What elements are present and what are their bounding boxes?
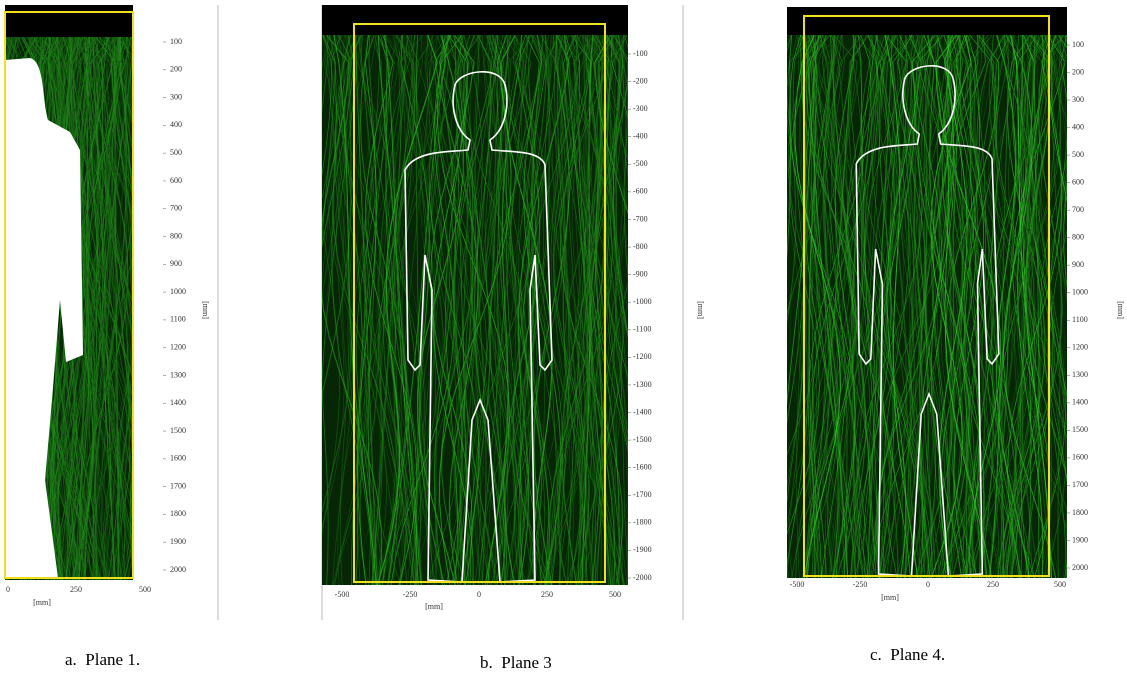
flow-image: [0, 5, 192, 580]
y-tick-label: -1600: [633, 463, 652, 472]
y-tick-label: -900: [633, 269, 648, 278]
y-tick-label: 100: [1072, 40, 1084, 49]
x-tick-label: 500: [1054, 580, 1066, 589]
black-band: [5, 5, 133, 37]
y-tick-label: 400: [170, 120, 182, 129]
x-tick-label: -500: [790, 580, 805, 589]
y-tick-label: 1900: [1072, 535, 1088, 544]
streamline: [1065, 35, 1086, 578]
y-tick-label: -1000: [633, 297, 652, 306]
y-tick-label: -1500: [633, 435, 652, 444]
y-tick-label: 1100: [170, 315, 186, 324]
caption: c. Plane 4.: [870, 645, 945, 664]
y-tick-label: 700: [1072, 205, 1084, 214]
y-tick-label: -1300: [633, 380, 652, 389]
x-tick-label: 250: [541, 590, 553, 599]
x-axis-label: [mm]: [881, 593, 899, 602]
x-tick-label: 0: [926, 580, 930, 589]
y-tick-label: 2000: [1072, 563, 1088, 572]
y-tick-label: -700: [633, 214, 648, 223]
y-tick-label: -100: [633, 49, 648, 58]
x-tick-label: -250: [403, 590, 418, 599]
y-axis-label: [mm]: [201, 301, 210, 319]
y-tick-label: 200: [1072, 67, 1084, 76]
x-tick-label: -250: [853, 580, 868, 589]
y-tick-label: 700: [170, 204, 182, 213]
y-tick-label: 1400: [1072, 398, 1088, 407]
y-tick-label: 1200: [1072, 343, 1088, 352]
y-tick-label: 1000: [1072, 288, 1088, 297]
y-tick-label: 1300: [170, 370, 186, 379]
y-tick-label: 1200: [170, 343, 186, 352]
caption: b. Plane 3: [480, 653, 552, 672]
y-tick-label: 1100: [1072, 315, 1088, 324]
y-tick-label: -1200: [633, 352, 652, 361]
y-tick-label: 1500: [170, 426, 186, 435]
y-tick-label: 1700: [1072, 480, 1088, 489]
y-tick-label: 100: [170, 37, 182, 46]
x-axis-label: [mm]: [425, 602, 443, 611]
x-tick-label: 250: [987, 580, 999, 589]
y-tick-label: 500: [170, 148, 182, 157]
y-tick-label: 300: [1072, 95, 1084, 104]
y-tick-label: 600: [1072, 177, 1084, 186]
y-tick-label: -400: [633, 132, 648, 141]
black-band: [787, 7, 1067, 35]
streamline: [132, 37, 187, 580]
y-tick-label: 400: [1072, 122, 1084, 131]
y-tick-label: -1700: [633, 490, 652, 499]
y-tick-label: 1400: [170, 398, 186, 407]
y-tick-label: -1800: [633, 518, 652, 527]
y-tick-label: -300: [633, 104, 648, 113]
y-tick-label: 1000: [170, 287, 186, 296]
caption: a. Plane 1.: [65, 650, 140, 669]
y-tick-label: 2000: [170, 565, 186, 574]
y-tick-label: -1100: [633, 325, 651, 334]
y-tick-label: -800: [633, 242, 648, 251]
y-tick-label: 900: [170, 259, 182, 268]
y-tick-label: 1600: [170, 454, 186, 463]
black-band: [322, 5, 628, 35]
y-tick-label: -200: [633, 76, 648, 85]
y-tick-label: 800: [170, 231, 182, 240]
y-tick-label: -1900: [633, 545, 652, 554]
y-axis-label: [mm]: [1116, 301, 1125, 319]
x-tick-label: -500: [335, 590, 350, 599]
x-axis-label: [mm]: [33, 598, 51, 607]
x-tick-label: 500: [139, 585, 151, 594]
x-tick-label: 0: [477, 590, 481, 599]
y-tick-label: 500: [1072, 150, 1084, 159]
y-tick-label: 200: [170, 65, 182, 74]
flow-image: [283, 5, 687, 585]
y-tick-label: 1600: [1072, 453, 1088, 462]
y-tick-label: 300: [170, 92, 182, 101]
panels: 1002003004005006007008009001000110012001…: [0, 5, 1127, 672]
y-tick-label: 1900: [170, 537, 186, 546]
y-tick-label: 800: [1072, 233, 1084, 242]
x-tick-label: 0: [6, 585, 10, 594]
y-tick-label: 600: [170, 176, 182, 185]
y-tick-label: -2000: [633, 573, 652, 582]
y-tick-label: 900: [1072, 260, 1084, 269]
y-tick-label: 1500: [1072, 425, 1088, 434]
figure: 1002003004005006007008009001000110012001…: [0, 0, 1127, 683]
y-axis-label: [mm]: [696, 301, 705, 319]
x-tick-label: 250: [70, 585, 82, 594]
y-tick-label: -500: [633, 159, 648, 168]
y-tick-label: -600: [633, 187, 648, 196]
y-tick-label: -1400: [633, 407, 652, 416]
y-tick-label: 1300: [1072, 370, 1088, 379]
x-tick-label: 500: [609, 590, 621, 599]
streamline: [283, 35, 328, 585]
y-tick-label: 1800: [170, 509, 186, 518]
y-tick-label: 1700: [170, 481, 186, 490]
y-tick-label: 1800: [1072, 508, 1088, 517]
